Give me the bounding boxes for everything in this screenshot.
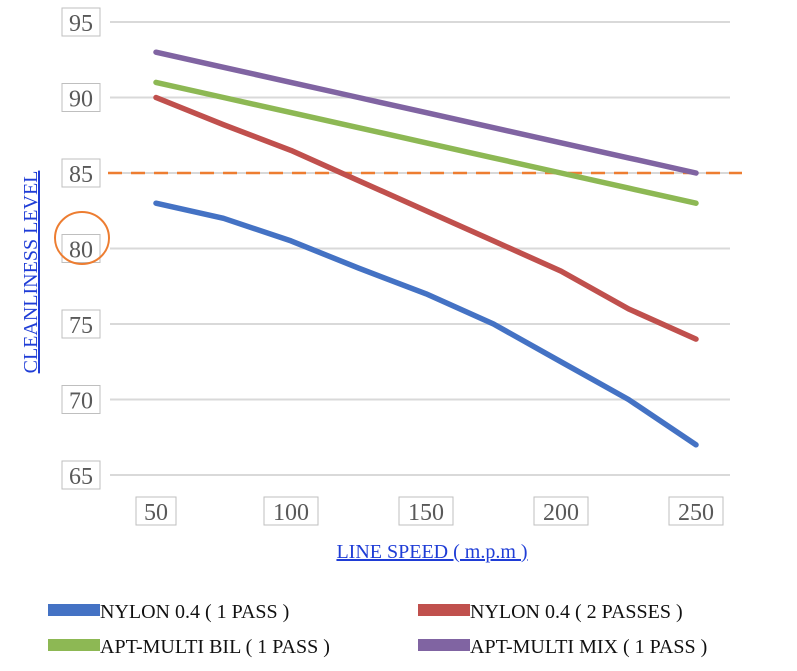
series-lines — [153, 49, 699, 448]
legend-label: APT-MULTI BIL ( 1 PASS ) — [100, 636, 330, 658]
x-tick-box — [263, 496, 319, 526]
legend-swatch — [48, 604, 100, 616]
y-tick-box — [61, 7, 101, 37]
y-tick-label: 70 — [69, 389, 93, 415]
x-tick-box — [398, 496, 454, 526]
x-axis-ticks: 50 100 150 200 250 — [135, 496, 724, 526]
y-axis-title: CLEANLINESS LEVEL — [20, 171, 42, 374]
legend-label: NYLON 0.4 ( 2 PASSES ) — [470, 601, 683, 623]
y-tick-box — [61, 309, 101, 339]
y-tick-box — [61, 83, 101, 112]
highlight-circle — [54, 211, 110, 265]
x-axis-title: LINE SPEED ( m.p.m ) — [336, 541, 527, 563]
legend-swatch — [418, 604, 470, 616]
x-tick-label: 250 — [678, 500, 714, 526]
x-tick-label: 200 — [543, 500, 579, 526]
y-tick-label: 85 — [69, 162, 93, 188]
series-line — [153, 200, 699, 448]
y-axis-ticks: 65 70 75 80 85 90 95 — [61, 7, 101, 490]
series-line — [153, 79, 699, 206]
legend-label: APT-MULTI MIX ( 1 PASS ) — [470, 636, 707, 658]
x-tick-box — [135, 496, 177, 526]
series-line — [153, 94, 699, 342]
y-tick-box — [61, 158, 101, 188]
x-tick-label: 50 — [144, 500, 168, 526]
y-tick-label: 90 — [69, 87, 93, 113]
y-tick-label: 80 — [69, 238, 93, 264]
y-tick-box — [61, 385, 101, 414]
series-line — [153, 49, 699, 176]
y-tick-label: 65 — [69, 464, 93, 490]
legend: NYLON 0.4 ( 1 PASS ) NYLON 0.4 ( 2 PASSES… — [48, 601, 707, 658]
legend-label: NYLON 0.4 ( 1 PASS ) — [100, 601, 289, 623]
y-tick-label: 95 — [69, 11, 93, 37]
x-tick-box — [668, 496, 724, 526]
y-tick-box — [61, 460, 101, 490]
x-tick-label: 100 — [273, 500, 309, 526]
y-tick-box — [61, 234, 101, 263]
legend-swatch — [48, 639, 100, 651]
legend-swatch — [418, 639, 470, 651]
y-tick-label: 75 — [69, 313, 93, 339]
x-tick-label: 150 — [408, 500, 444, 526]
x-tick-box — [533, 496, 589, 526]
